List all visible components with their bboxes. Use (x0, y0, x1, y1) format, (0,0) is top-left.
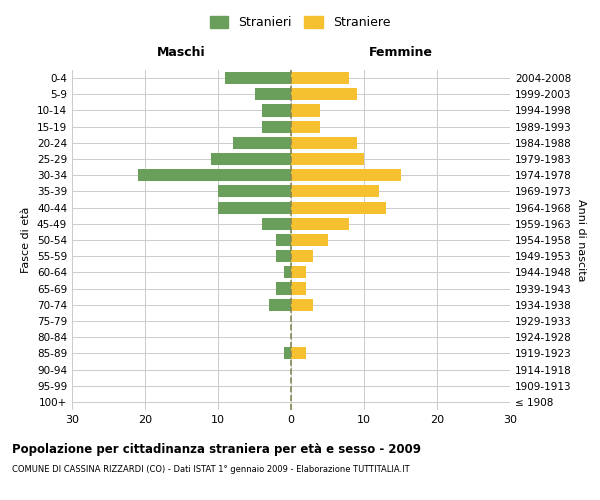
Bar (291, 120, 320, 132)
Bar (284, 348, 291, 360)
Bar (277, 234, 291, 246)
Bar (269, 298, 291, 311)
Bar (291, 298, 313, 311)
Bar (291, 348, 305, 360)
Y-axis label: Fasce di età: Fasce di età (22, 207, 31, 273)
Bar (277, 250, 291, 262)
Bar (233, 137, 291, 149)
Bar (211, 153, 291, 165)
Bar (138, 169, 291, 181)
Legend: Stranieri, Straniere: Stranieri, Straniere (205, 11, 395, 34)
Text: Femmine: Femmine (368, 46, 433, 59)
Bar (284, 266, 291, 278)
Bar (291, 88, 356, 101)
Bar (291, 186, 379, 198)
Bar (291, 282, 305, 294)
Bar (291, 153, 364, 165)
Bar (291, 137, 356, 149)
Bar (291, 72, 349, 84)
Bar (277, 282, 291, 294)
Bar (291, 218, 349, 230)
Bar (291, 169, 401, 181)
Text: Maschi: Maschi (157, 46, 206, 59)
Bar (291, 250, 313, 262)
Bar (262, 218, 291, 230)
Bar (291, 104, 320, 117)
Bar (291, 234, 328, 246)
Text: COMUNE DI CASSINA RIZZARDI (CO) - Dati ISTAT 1° gennaio 2009 - Elaborazione TUTT: COMUNE DI CASSINA RIZZARDI (CO) - Dati I… (12, 465, 410, 474)
Bar (218, 202, 291, 213)
Bar (254, 88, 291, 101)
Bar (291, 266, 305, 278)
Bar (226, 72, 291, 84)
Bar (291, 202, 386, 213)
Y-axis label: Anni di nascita: Anni di nascita (575, 198, 586, 281)
Bar (262, 104, 291, 117)
Text: Popolazione per cittadinanza straniera per età e sesso - 2009: Popolazione per cittadinanza straniera p… (12, 442, 421, 456)
Bar (262, 120, 291, 132)
Bar (218, 186, 291, 198)
